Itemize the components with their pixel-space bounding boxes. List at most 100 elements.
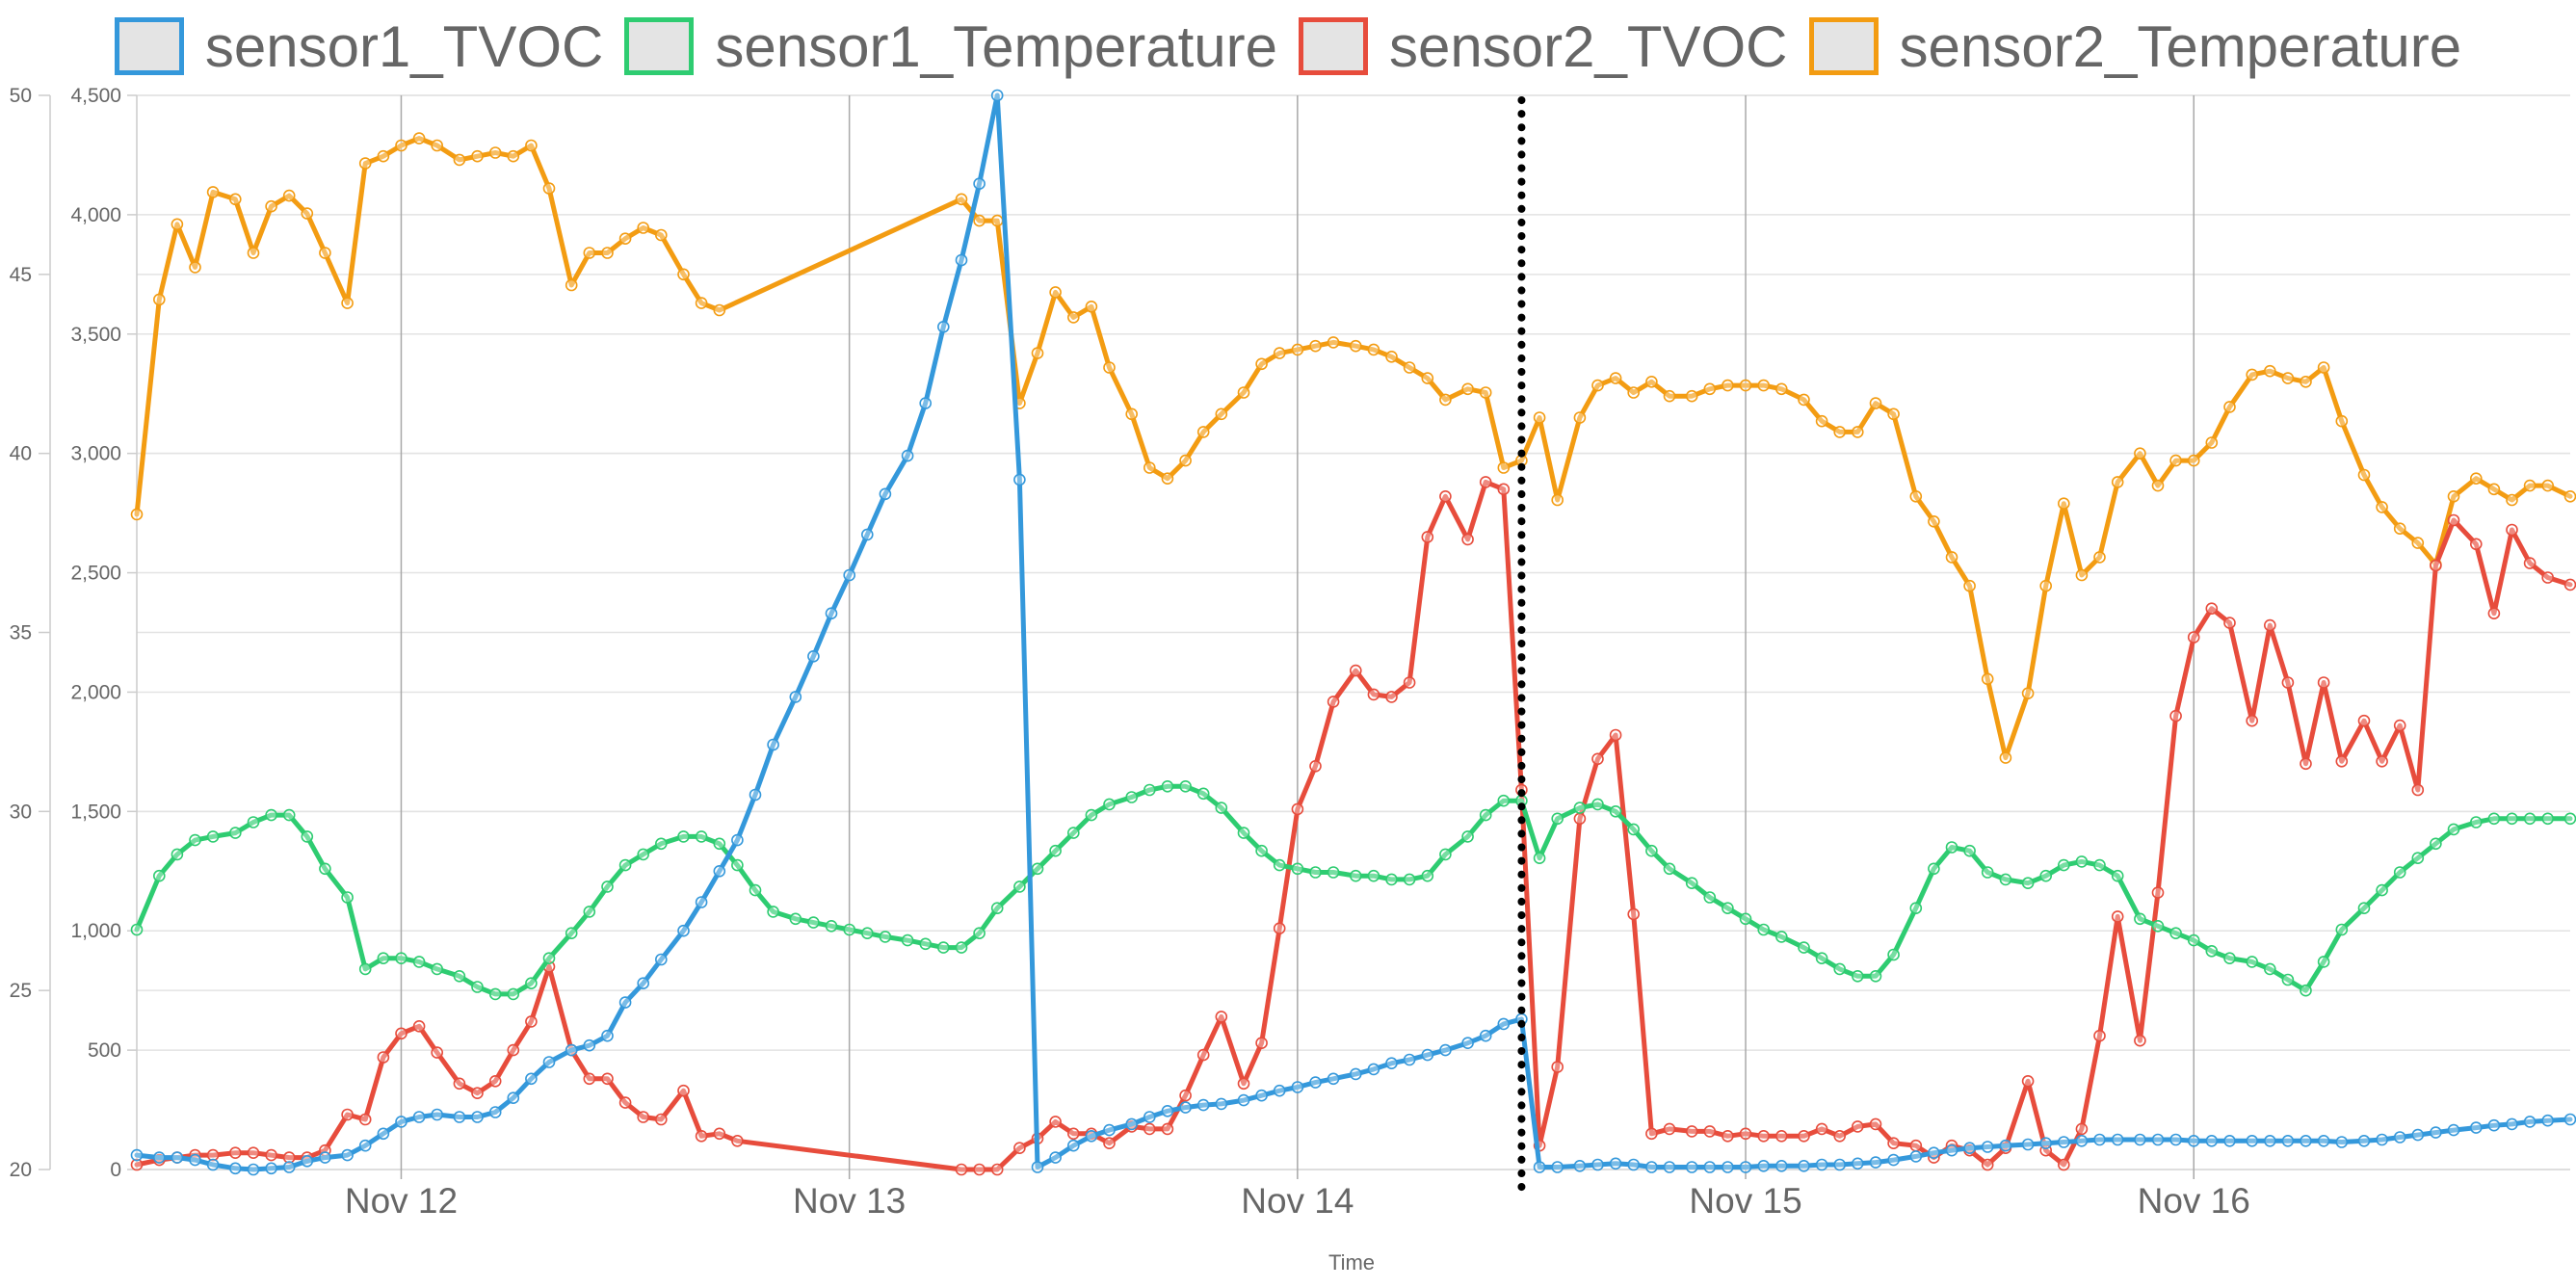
legend-item-sensor1_Temperature[interactable]: sensor1_Temperature xyxy=(624,13,1277,80)
data-point-sensor1_TVOC xyxy=(1237,1093,1250,1107)
data-point-sensor1_Temperature xyxy=(1533,852,1546,865)
data-point-sensor2_Temperature xyxy=(955,193,968,206)
y-right-tick-label: 50 xyxy=(10,85,32,107)
data-point-sensor2_Temperature xyxy=(525,139,538,152)
data-point-sensor2_Temperature xyxy=(2506,493,2518,507)
data-point-sensor1_TVOC xyxy=(2093,1133,2106,1146)
data-point-sensor1_Temperature xyxy=(654,837,668,851)
data-point-sensor2_TVOC xyxy=(1869,1117,1882,1131)
data-point-sensor1_Temperature xyxy=(1722,902,1734,915)
data-point-sensor2_Temperature xyxy=(1999,751,2012,764)
data-point-sensor1_TVOC xyxy=(1981,1141,1994,1153)
data-point-sensor1_TVOC xyxy=(1887,1153,1900,1167)
data-point-sensor2_Temperature xyxy=(1757,379,1770,392)
data-point-sensor2_TVOC xyxy=(2300,757,2312,771)
data-point-sensor2_Temperature xyxy=(1775,382,1788,396)
data-point-sensor2_Temperature xyxy=(1739,379,1752,392)
data-point-sensor1_Temperature xyxy=(860,927,874,940)
data-point-sensor2_TVOC xyxy=(1350,664,1362,677)
y-right-tick-label: 25 xyxy=(10,980,32,1002)
data-point-sensor1_TVOC xyxy=(749,788,762,802)
data-point-sensor2_Temperature xyxy=(1049,286,1062,299)
data-point-sensor1_Temperature xyxy=(879,931,892,943)
data-point-sensor1_Temperature xyxy=(2246,956,2258,968)
y-left-tick-label: 3,000 xyxy=(70,443,121,465)
data-point-sensor2_Temperature xyxy=(601,247,614,259)
data-point-sensor2_Temperature xyxy=(319,247,331,259)
data-point-sensor1_Temperature xyxy=(453,969,466,983)
data-point-sensor1_TVOC xyxy=(1815,1158,1828,1171)
data-point-sensor2_TVOC xyxy=(1196,1048,1210,1062)
data-point-sensor2_TVOC xyxy=(2470,538,2483,551)
data-point-sensor1_Temperature xyxy=(206,830,220,843)
data-point-sensor2_Temperature xyxy=(2300,375,2312,388)
data-point-sensor1_TVOC xyxy=(1703,1161,1717,1173)
data-point-sensor2_TVOC xyxy=(2223,617,2236,629)
data-point-sensor2_TVOC xyxy=(1833,1130,1846,1143)
data-point-sensor1_Temperature xyxy=(1685,877,1698,890)
data-point-sensor2_TVOC xyxy=(1685,1125,1698,1138)
data-point-sensor2_TVOC xyxy=(1757,1130,1770,1143)
data-point-sensor1_TVOC xyxy=(1739,1161,1752,1173)
data-point-sensor1_Temperature xyxy=(189,833,201,847)
data-point-sensor1_TVOC xyxy=(2264,1135,2276,1147)
data-point-sensor2_Temperature xyxy=(412,132,426,145)
data-point-sensor2_Temperature xyxy=(990,214,1004,227)
data-point-sensor2_Temperature xyxy=(2335,414,2349,428)
data-point-sensor1_TVOC xyxy=(189,1153,201,1167)
data-point-sensor1_Temperature xyxy=(1869,969,1882,983)
data-point-sensor2_Temperature xyxy=(1909,489,1923,503)
data-point-sensor1_Temperature xyxy=(2093,858,2106,872)
data-point-sensor1_TVOC xyxy=(1461,1037,1474,1049)
data-point-sensor2_Temperature xyxy=(453,153,466,167)
data-point-sensor1_Temperature xyxy=(713,837,726,851)
legend-swatch xyxy=(1299,17,1368,75)
data-point-sensor1_Temperature xyxy=(1739,912,1752,926)
data-point-sensor1_TVOC xyxy=(2205,1135,2219,1147)
y-right-tick-label: 30 xyxy=(10,801,32,823)
data-point-sensor1_Temperature xyxy=(767,906,779,918)
y-left-tick-label: 2,000 xyxy=(70,681,121,703)
data-point-sensor2_Temperature xyxy=(2151,479,2165,492)
data-point-sensor2_TVOC xyxy=(677,1084,690,1097)
data-point-sensor1_TVOC xyxy=(860,528,874,541)
data-point-sensor2_Temperature xyxy=(2393,522,2406,536)
data-point-sensor1_Temperature xyxy=(990,902,1004,915)
data-point-sensor2_TVOC xyxy=(525,1015,538,1028)
data-point-sensor1_TVOC xyxy=(1722,1161,1734,1173)
data-point-sensor2_Temperature xyxy=(1350,339,1362,353)
data-point-sensor1_Temperature xyxy=(789,912,802,926)
data-point-sensor2_Temperature xyxy=(2075,568,2089,582)
data-point-sensor1_Temperature xyxy=(2281,973,2295,986)
data-point-sensor1_TVOC xyxy=(1497,1017,1511,1031)
data-point-sensor2_TVOC xyxy=(1439,489,1452,503)
data-point-sensor2_TVOC xyxy=(395,1027,407,1040)
data-point-sensor1_Temperature xyxy=(1125,791,1138,803)
data-point-sensor1_TVOC xyxy=(525,1072,538,1086)
data-point-sensor1_TVOC xyxy=(2039,1137,2052,1149)
data-point-sensor1_TVOC xyxy=(583,1038,596,1052)
data-point-sensor2_TVOC xyxy=(695,1130,708,1143)
data-point-sensor1_TVOC xyxy=(1909,1150,1923,1163)
data-point-sensor2_Temperature xyxy=(247,247,260,259)
legend-item-sensor1_TVOC[interactable]: sensor1_TVOC xyxy=(114,13,603,80)
data-point-sensor1_Temperature xyxy=(901,933,914,947)
data-point-sensor1_TVOC xyxy=(2317,1135,2330,1147)
data-point-sensor2_TVOC xyxy=(2264,618,2276,632)
data-point-sensor2_TVOC xyxy=(2430,559,2442,572)
data-point-sensor1_Temperature xyxy=(2430,837,2442,851)
data-point-sensor1_Temperature xyxy=(637,848,650,861)
data-point-sensor2_Temperature xyxy=(2470,472,2483,486)
data-point-sensor1_Temperature xyxy=(2223,952,2236,965)
data-point-sensor1_TVOC xyxy=(395,1116,407,1128)
data-point-sensor1_TVOC xyxy=(1833,1158,1846,1171)
data-point-sensor2_TVOC xyxy=(265,1148,277,1162)
data-point-sensor1_TVOC xyxy=(919,397,933,409)
data-point-sensor1_Temperature xyxy=(1609,804,1622,818)
legend-item-sensor2_Temperature[interactable]: sensor2_Temperature xyxy=(1808,13,2461,80)
legend-item-sensor2_TVOC[interactable]: sensor2_TVOC xyxy=(1299,13,1788,80)
data-point-sensor2_TVOC xyxy=(2058,1158,2070,1171)
data-point-sensor2_Temperature xyxy=(2411,537,2425,549)
data-point-sensor1_Temperature xyxy=(301,830,314,843)
data-point-sensor1_TVOC xyxy=(2376,1133,2388,1146)
